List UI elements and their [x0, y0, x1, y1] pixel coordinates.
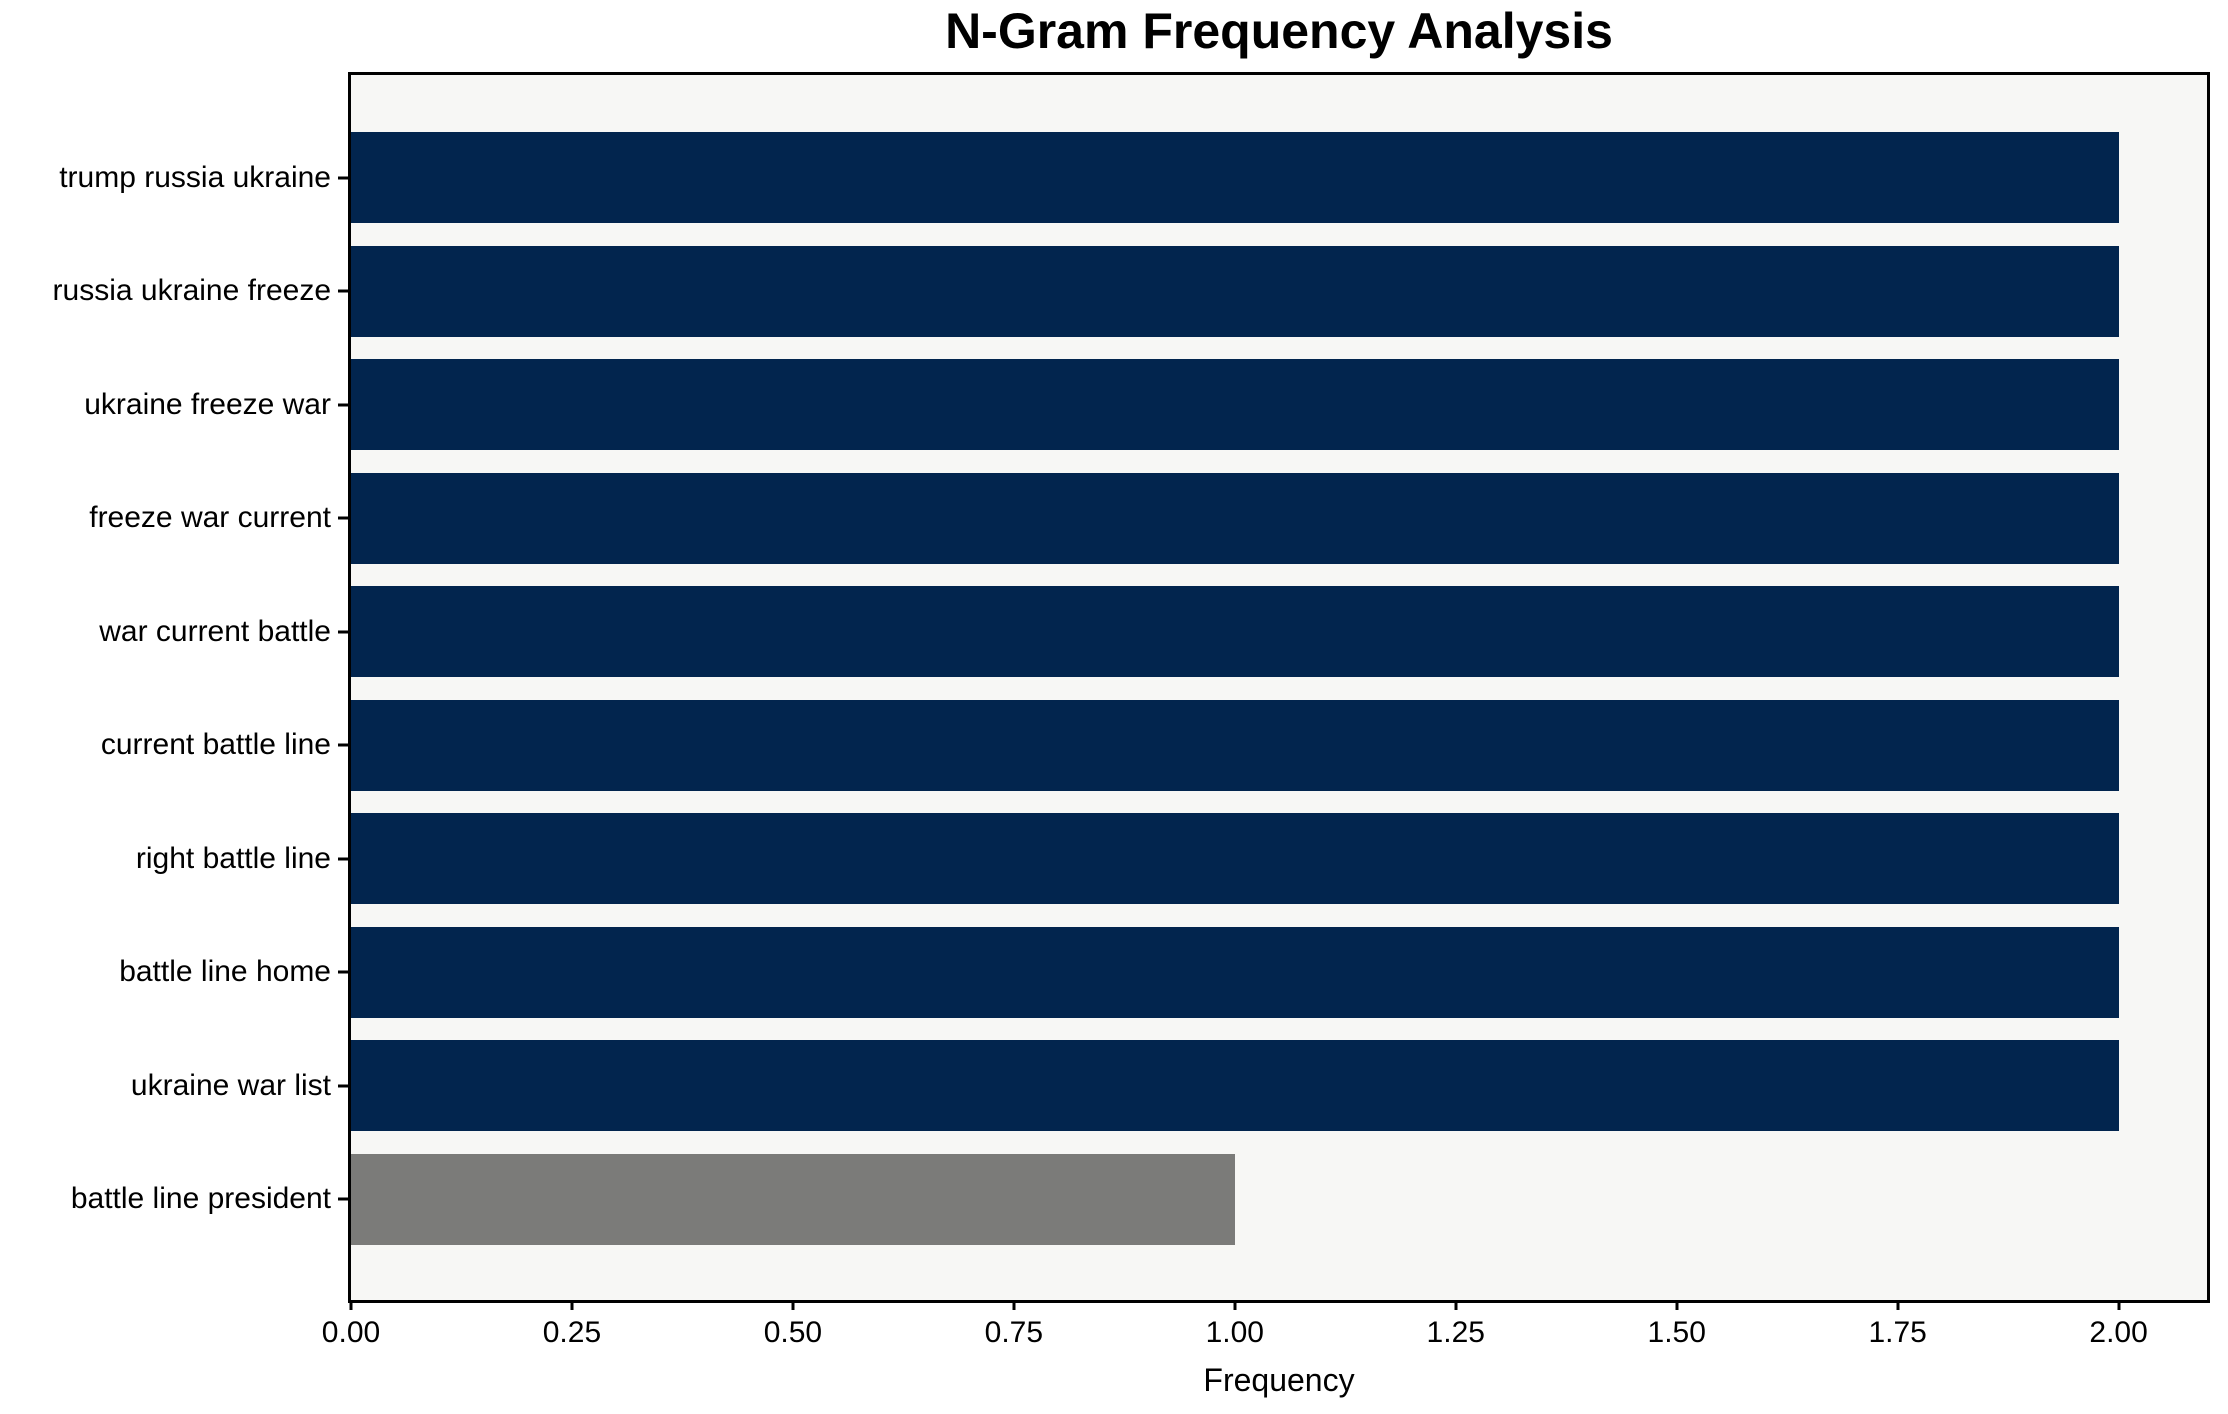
- y-axis-label: russia ukraine freeze: [52, 274, 331, 308]
- bar-rows: trump russia ukraine russia ukraine freez…: [53, 75, 2207, 1300]
- x-axis-tick: [1896, 1300, 1900, 1310]
- x-axis-tick-label: 1.50: [1647, 1316, 1706, 1349]
- bar-row: right battle line: [136, 802, 2207, 916]
- plot-area: trump russia ukraine russia ukraine freez…: [53, 72, 2210, 1398]
- bar-right-battle-line: [351, 813, 2119, 905]
- y-axis-tick: [338, 516, 348, 520]
- x-axis-tick: [349, 1300, 353, 1310]
- bar-freeze-war-current: [351, 472, 2119, 564]
- bar-trump-russia-ukraine: [351, 132, 2119, 224]
- y-axis-tick: [338, 1197, 348, 1201]
- bar-row: battle line president: [71, 1143, 2207, 1257]
- y-axis-tick: [338, 176, 348, 180]
- x-axis-tick: [570, 1300, 574, 1310]
- x-axis-tick: [1675, 1300, 1679, 1310]
- y-axis-label: trump russia ukraine: [59, 160, 331, 194]
- x-axis-tick: [1233, 1300, 1237, 1310]
- y-axis-tick: [338, 630, 348, 634]
- bar-battle-line-home: [351, 926, 2119, 1018]
- y-axis-tick: [338, 289, 348, 293]
- x-axis-tick: [791, 1300, 795, 1310]
- x-axis-label: Frequency: [1203, 1362, 1355, 1398]
- x-axis-tick-label: 1.25: [1426, 1316, 1485, 1349]
- y-axis-label: battle line president: [70, 1182, 331, 1216]
- y-axis-label: freeze war current: [89, 501, 331, 535]
- y-axis-label: war current battle: [99, 614, 331, 648]
- x-axis-tick: [2117, 1300, 2121, 1310]
- y-axis-tick: [338, 1084, 348, 1088]
- bar-row: freeze war current: [89, 462, 2207, 576]
- bar-current-battle-line: [351, 699, 2119, 791]
- bar-ukraine-war-list: [351, 1040, 2119, 1132]
- y-axis-tick: [338, 857, 348, 861]
- y-axis-label: current battle line: [100, 728, 331, 762]
- x-axis-tick-label: 0.50: [763, 1316, 823, 1349]
- y-axis-tick: [338, 403, 348, 407]
- bar-row: current battle line: [101, 689, 2207, 803]
- bar-russia-ukraine-freeze: [351, 245, 2119, 337]
- bar-battle-line-president: [351, 1153, 1235, 1245]
- y-axis-label: right battle line: [135, 841, 331, 875]
- y-axis-tick: [338, 970, 348, 974]
- bar-row: ukraine war list: [131, 1029, 2207, 1143]
- x-axis-tick: [1454, 1300, 1458, 1310]
- x-axis-tick-label: 0.75: [984, 1316, 1044, 1349]
- x-axis-tick-label: 1.00: [1205, 1316, 1264, 1349]
- x-axis-tick-label: 2.00: [2089, 1316, 2148, 1349]
- bar-war-current-battle: [351, 586, 2119, 678]
- y-axis-label: ukraine freeze war: [84, 387, 331, 421]
- x-axis-tick-label: 1.75: [1868, 1316, 1927, 1349]
- y-axis-label: battle line home: [119, 955, 331, 989]
- x-axis-tick: [1012, 1300, 1016, 1310]
- bar-row: trump russia ukraine: [59, 121, 2207, 235]
- bar-row: russia ukraine freeze: [53, 235, 2207, 349]
- x-axis-tick-label: 0.00: [321, 1316, 381, 1349]
- y-axis-tick: [338, 743, 348, 747]
- bar-row: war current battle: [99, 575, 2207, 689]
- bar-row: ukraine freeze war: [84, 348, 2207, 462]
- x-axis-tick-label: 0.25: [542, 1316, 602, 1349]
- bar-row: battle line home: [119, 916, 2207, 1030]
- y-axis-label: ukraine war list: [130, 1068, 331, 1102]
- bar-ukraine-freeze-war: [351, 359, 2119, 451]
- chart-title: N-Gram Frequency Analysis: [945, 3, 1613, 59]
